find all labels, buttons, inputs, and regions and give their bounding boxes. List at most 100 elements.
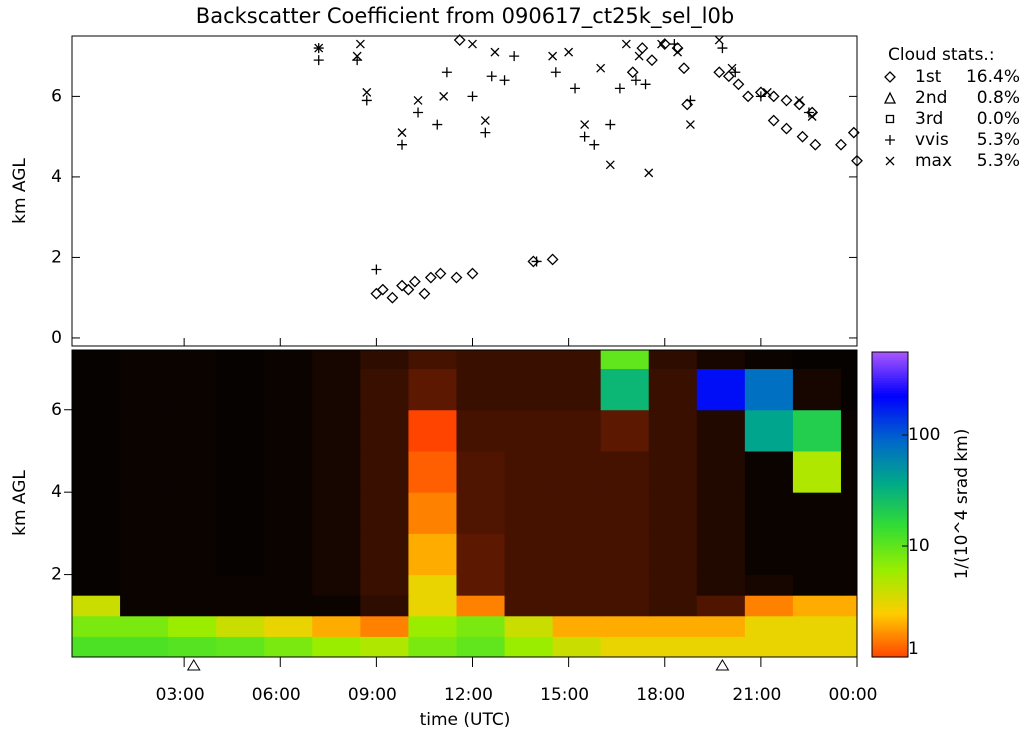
colorbar-swatch (872, 588, 908, 592)
heatmap-cell (72, 450, 121, 493)
heatmap-cell (168, 595, 217, 617)
marker (362, 87, 372, 97)
colorbar-swatch (872, 598, 908, 602)
marker (644, 168, 654, 178)
heatmap-cell (312, 533, 361, 576)
marker (767, 114, 780, 127)
heatmap-cell (120, 350, 169, 370)
marker (418, 287, 431, 300)
colorbar-swatch (872, 540, 908, 544)
colorbar-swatch (872, 486, 908, 490)
colorbar-swatch (872, 435, 908, 440)
marker (847, 126, 860, 139)
heatmap-cell (408, 533, 457, 576)
y-tick-label: 4 (51, 482, 62, 502)
heatmap-cell (552, 595, 602, 617)
heatmap-cell (792, 409, 842, 452)
heatmap-cell (504, 492, 554, 534)
heatmap-cell (72, 533, 121, 576)
colorbar-swatch (872, 606, 908, 610)
heatmap-cell (264, 450, 313, 493)
heatmap-cell (504, 615, 554, 637)
heatmap-cell (504, 636, 554, 658)
marker (499, 75, 510, 86)
heatmap-cell (408, 595, 457, 617)
colorbar-swatch (872, 504, 908, 508)
heatmap-cell (72, 409, 121, 452)
plot-frame (71, 349, 858, 658)
heatmap-cell (120, 533, 169, 576)
marker (313, 55, 324, 66)
heatmap-cell (504, 533, 554, 576)
colorbar-swatch (872, 585, 908, 589)
heatmap-cell (120, 595, 169, 617)
colorbar-swatch (872, 641, 908, 645)
heatmap-cell (120, 574, 169, 596)
heatmap-cell (312, 595, 361, 617)
marker (780, 94, 793, 107)
colorbar-swatch (872, 517, 908, 521)
heatmap-cell (360, 409, 409, 452)
marker (685, 95, 696, 106)
colorbar-swatch (872, 425, 908, 429)
marker (634, 51, 644, 61)
colorbar-swatch (872, 448, 908, 452)
heatmap-cell (408, 350, 457, 370)
colorbar-swatch (872, 484, 908, 488)
colorbar-swatch (872, 616, 908, 620)
colorbar-swatch (872, 476, 908, 480)
colorbar-swatch (872, 514, 908, 518)
legend-value: 0.0% (977, 109, 1020, 129)
event-marker (186, 659, 201, 671)
heatmap-cell (168, 368, 217, 411)
marker (669, 39, 680, 50)
colorbar-swatch (872, 420, 908, 424)
heatmap-cell (840, 350, 858, 370)
heatmap-cell (264, 492, 313, 534)
heatmap-cell (552, 533, 602, 576)
heatmap-cell (216, 595, 265, 617)
heatmap-cell (600, 595, 650, 617)
x-tick-label: 12:00 (444, 685, 493, 705)
colorbar-swatch (872, 634, 908, 638)
colorbar-swatch (872, 385, 908, 389)
marker (371, 264, 382, 275)
heatmap-cell (744, 595, 794, 617)
heatmap-cell (744, 636, 794, 658)
heatmap-cell (360, 368, 409, 411)
colorbar-swatch (872, 644, 908, 648)
heatmap-cell (456, 574, 506, 596)
marker (548, 51, 558, 61)
legend-value: 16.4% (966, 67, 1020, 87)
x-tick-label: 15:00 (540, 685, 589, 705)
heatmap-cell (264, 533, 313, 576)
marker (441, 67, 452, 78)
heatmap-cell (456, 595, 506, 617)
colorbar-swatch (872, 428, 908, 432)
colorbar-swatch (872, 580, 908, 584)
colorbar-swatch (872, 562, 908, 567)
colorbar-swatch (872, 494, 908, 498)
colorbar-swatch (872, 468, 908, 473)
colorbar-swatch (872, 491, 908, 495)
colorbar-swatch (872, 570, 908, 574)
heatmap-cell (120, 450, 169, 493)
heatmap-cell (792, 595, 842, 617)
heatmap-cell (360, 636, 409, 658)
heatmap-cell (744, 615, 794, 637)
marker (453, 34, 466, 46)
colorbar-tick-label: 1 (908, 639, 919, 659)
marker (673, 47, 683, 57)
heatmap-cell (168, 450, 217, 493)
marker (727, 63, 737, 73)
heatmap-cell (792, 533, 842, 576)
colorbar-swatch (872, 430, 908, 434)
legend-label: 1st (915, 67, 942, 87)
heatmap-cell (792, 492, 842, 534)
colorbar-swatch (872, 372, 908, 376)
colorbar-swatch (872, 626, 908, 630)
marker (413, 95, 423, 105)
marker (432, 119, 443, 130)
marker (467, 91, 478, 102)
colorbar-label: 1/(10^4 srad km) (952, 429, 972, 580)
